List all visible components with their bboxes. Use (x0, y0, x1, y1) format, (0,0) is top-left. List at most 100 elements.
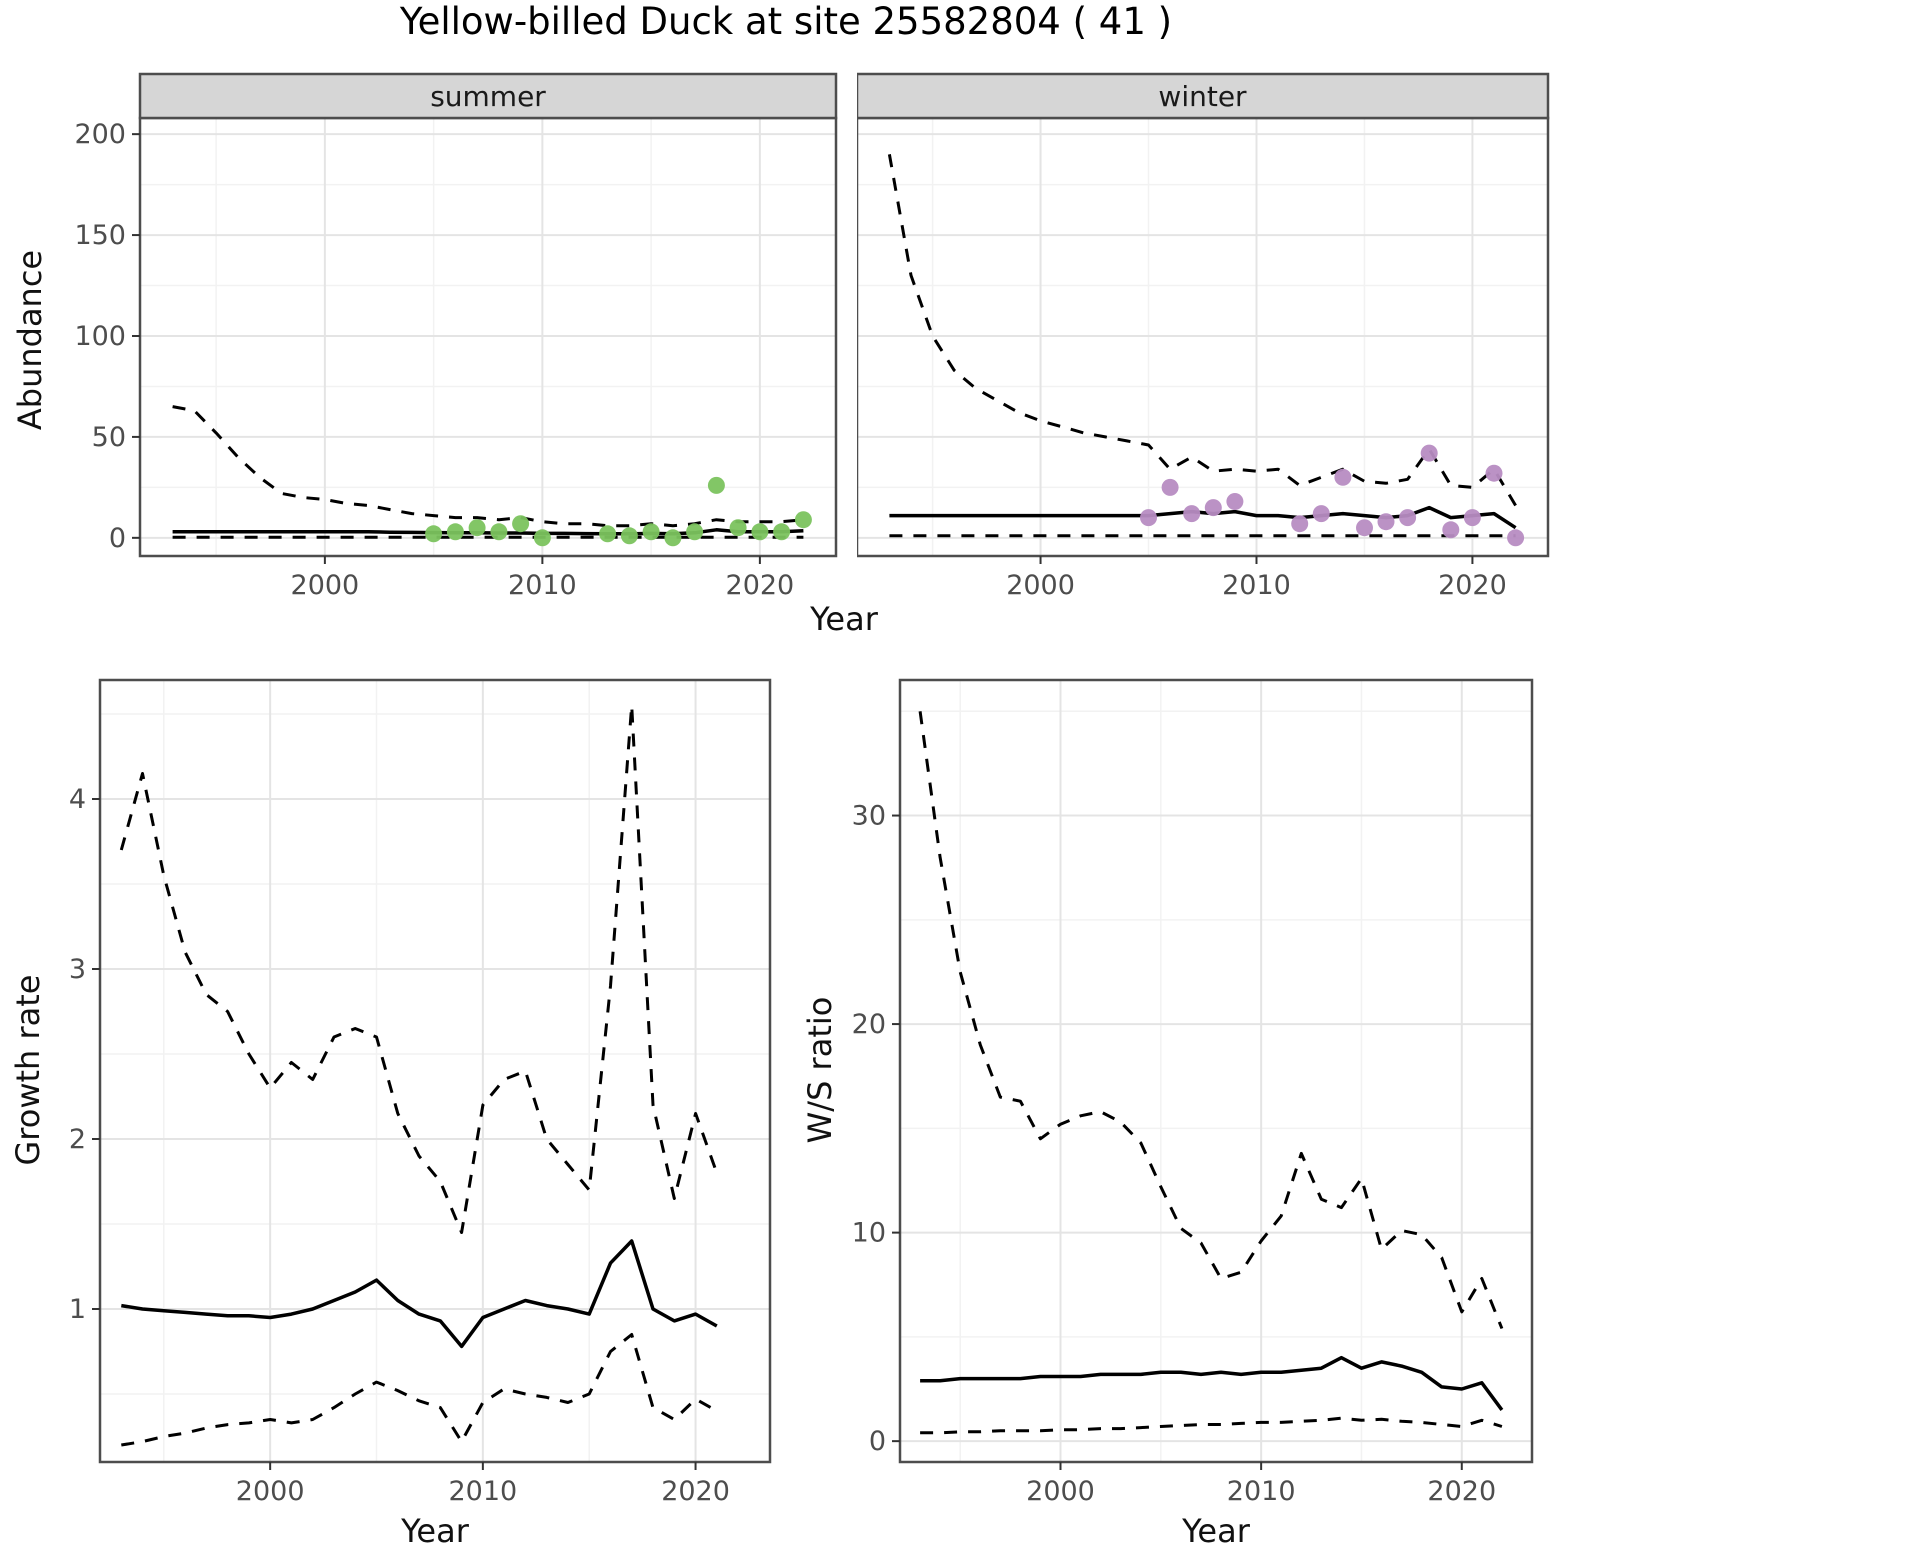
panel-background (100, 680, 770, 1462)
x-tick-label: 2010 (1227, 1476, 1296, 1507)
series-group (918, 711, 1504, 1435)
data-point (1377, 513, 1395, 531)
data-point (773, 523, 791, 541)
panel-background (900, 680, 1532, 1462)
panel-border (98, 678, 772, 1464)
data-point (1420, 444, 1438, 462)
y-tick-label: 30 (852, 801, 886, 832)
major-gridlines (100, 680, 770, 1462)
data-point (1334, 468, 1352, 486)
data-point (620, 527, 638, 545)
data-point (1312, 505, 1330, 523)
x-tick-label: 2000 (1006, 570, 1075, 600)
panel-border (898, 678, 1534, 1464)
x-tick-label: 2000 (291, 570, 360, 600)
data-point (1399, 509, 1417, 527)
figure-title: Yellow-billed Duck at site 25582804 ( 41… (399, 0, 1173, 43)
y-tick-label: 0 (109, 523, 126, 554)
data-point (729, 519, 747, 537)
x-tick-label: 2020 (661, 1476, 730, 1507)
chart-svg: 2000 2010 2020 0 10 20 30 (852, 678, 1534, 1507)
data-point (794, 511, 812, 529)
y-tick-label: 2 (69, 1124, 86, 1155)
y-tick-label: 1 (69, 1294, 86, 1325)
data-point (1507, 529, 1525, 547)
observed-counts-points (1140, 444, 1525, 547)
major-gridlines (857, 118, 1548, 556)
growth-year-axis-title: Year (401, 1512, 469, 1550)
data-point (686, 523, 704, 541)
median-line (121, 1239, 718, 1349)
upper-ci-line (172, 405, 804, 528)
y-tick-label: 20 (852, 1009, 886, 1040)
x-tick-label: 2000 (1026, 1476, 1095, 1507)
y-tick-label: 200 (74, 119, 126, 150)
median-line (920, 1355, 1504, 1411)
ws-ratio-chart: 2000 2010 2020 0 10 20 30 (850, 670, 1536, 1512)
abundance-summer-chart: summer 2000 2010 2020 0 50 100 150 200 (66, 72, 840, 604)
data-point (664, 529, 682, 547)
x-tick-label: 2000 (236, 1476, 305, 1507)
growth-axis-title: Growth rate (9, 974, 47, 1166)
minor-gridlines (900, 680, 1532, 1462)
data-point (1140, 509, 1157, 527)
x-tick-label: 2010 (508, 570, 577, 600)
series-group (119, 704, 719, 1447)
panel-background (140, 118, 836, 556)
abundance-winter-chart: winter 2000 2010 2020 (855, 72, 1552, 604)
data-point (468, 519, 486, 537)
data-point (490, 523, 508, 541)
top-year-axis-title: Year (810, 600, 878, 638)
y-tick-label: 3 (69, 954, 86, 985)
facet-strip-label: summer (430, 80, 546, 113)
x-tick-label: 2020 (1427, 1476, 1496, 1507)
chart-svg: winter 2000 2010 2020 (855, 72, 1550, 601)
upper-ci-line (918, 711, 1504, 1330)
chart-svg: summer 2000 2010 2020 0 50 100 150 200 (74, 72, 838, 601)
lower-ci-line (121, 1333, 718, 1447)
major-gridlines (900, 680, 1532, 1462)
data-point (707, 476, 725, 494)
data-point (1183, 505, 1201, 523)
minor-gridlines (100, 680, 770, 1462)
x-tick-label: 2010 (1222, 570, 1291, 600)
data-point (533, 529, 551, 547)
data-point (1442, 521, 1460, 539)
upper-ci-line (887, 154, 1517, 507)
data-point (1161, 478, 1179, 496)
panel-background (857, 118, 1548, 556)
facet-strip (138, 72, 838, 120)
data-point (599, 525, 617, 543)
data-point (1356, 519, 1373, 537)
ws-axis-title: W/S ratio (801, 996, 839, 1144)
chart-svg: 2000 2010 2020 1 2 3 4 (69, 678, 772, 1507)
data-point (512, 515, 530, 533)
abundance-axis-title: Abundance (11, 249, 49, 431)
y-tick-label: 10 (852, 1218, 886, 1249)
y-tick-label: 0 (869, 1426, 886, 1457)
y-tick-label: 150 (74, 220, 126, 251)
facet-strip (855, 72, 1550, 120)
minor-gridlines (140, 118, 836, 556)
data-point (1485, 464, 1503, 482)
ws-year-axis-title: Year (1182, 1512, 1250, 1550)
facet-strip-label: winter (1158, 80, 1247, 113)
data-point (642, 523, 660, 541)
data-point (446, 523, 464, 541)
data-point (425, 525, 443, 543)
data-point (1204, 499, 1222, 517)
observed-counts-points (425, 476, 812, 547)
data-point (1291, 515, 1309, 533)
y-tick-label: 4 (69, 784, 86, 815)
x-tick-label: 2020 (1438, 570, 1507, 600)
y-tick-label: 100 (74, 321, 126, 352)
data-point (1463, 509, 1481, 527)
series-group (887, 154, 1525, 547)
minor-gridlines (857, 118, 1548, 556)
y-tick-label: 50 (92, 422, 126, 453)
lower-ci-line (920, 1416, 1503, 1435)
x-tick-label: 2010 (448, 1476, 517, 1507)
upper-ci-line (119, 704, 719, 1234)
data-point (751, 523, 769, 541)
